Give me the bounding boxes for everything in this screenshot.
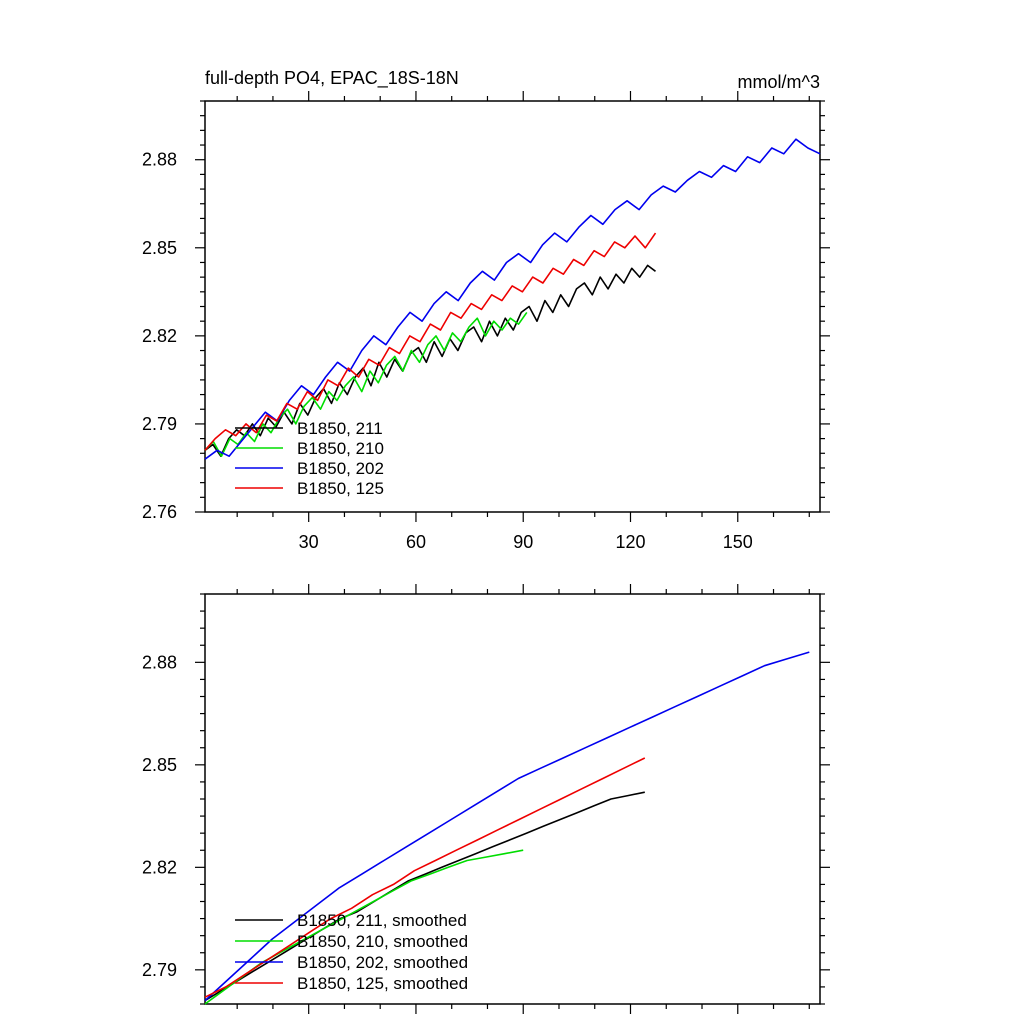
- series-line: [204, 651, 810, 1002]
- bottom-panel: 2.792.822.852.88 B1850, 211, smoothedB18…: [142, 584, 830, 1014]
- units-label: mmol/m^3: [738, 72, 820, 92]
- y-tick-label: 2.76: [142, 502, 177, 522]
- y-tick-label: 2.82: [142, 857, 177, 877]
- x-tick-label: 30: [299, 532, 319, 552]
- chart-title: full-depth PO4, EPAC_18S-18N: [205, 68, 459, 89]
- axis-ticks: 30 60 90 120 150 2.76 2.79 2.82 2.85 2.88: [142, 91, 830, 552]
- legend-label: B1850, 202, smoothed: [297, 953, 468, 972]
- series-line: [204, 264, 656, 458]
- y-tick-label: 2.85: [142, 755, 177, 775]
- legend: B1850, 211, smoothed B1850, 210, smoothed…: [235, 911, 468, 993]
- y-tick-label: 2.79: [142, 960, 177, 980]
- top-panel: full-depth PO4, EPAC_18S-18N mmol/m^3 30…: [142, 68, 830, 552]
- y-tick-label: 2.79: [142, 414, 177, 434]
- legend-label: B1850, 202: [297, 459, 384, 478]
- series-line: [204, 791, 645, 1002]
- series-line: [204, 757, 646, 998]
- y-tick-label: 2.82: [142, 326, 177, 346]
- y-tick-label: 2.88: [142, 652, 177, 672]
- legend-label: B1850, 210, smoothed: [297, 932, 468, 951]
- series-lines: [204, 651, 810, 1005]
- legend-label: B1850, 210: [297, 439, 384, 458]
- y-tick-label: 2.88: [142, 150, 177, 170]
- legend-label: B1850, 211, smoothed: [297, 911, 467, 930]
- series-line: [204, 232, 657, 451]
- series-line: [204, 311, 528, 458]
- series-line: [204, 138, 821, 460]
- legend-label: B1850, 211: [297, 419, 383, 438]
- x-tick-label: 90: [513, 532, 533, 552]
- axis-ticks: 2.79 2.82 2.85 2.88: [142, 584, 830, 1014]
- x-tick-label: 60: [406, 532, 426, 552]
- x-tick-label: 150: [723, 532, 753, 552]
- legend-label: B1850, 125: [297, 479, 384, 498]
- y-tick-label: 2.85: [142, 238, 177, 258]
- x-tick-label: 120: [615, 532, 645, 552]
- series-lines: [204, 138, 821, 460]
- legend-label: B1850, 125, smoothed: [297, 974, 468, 993]
